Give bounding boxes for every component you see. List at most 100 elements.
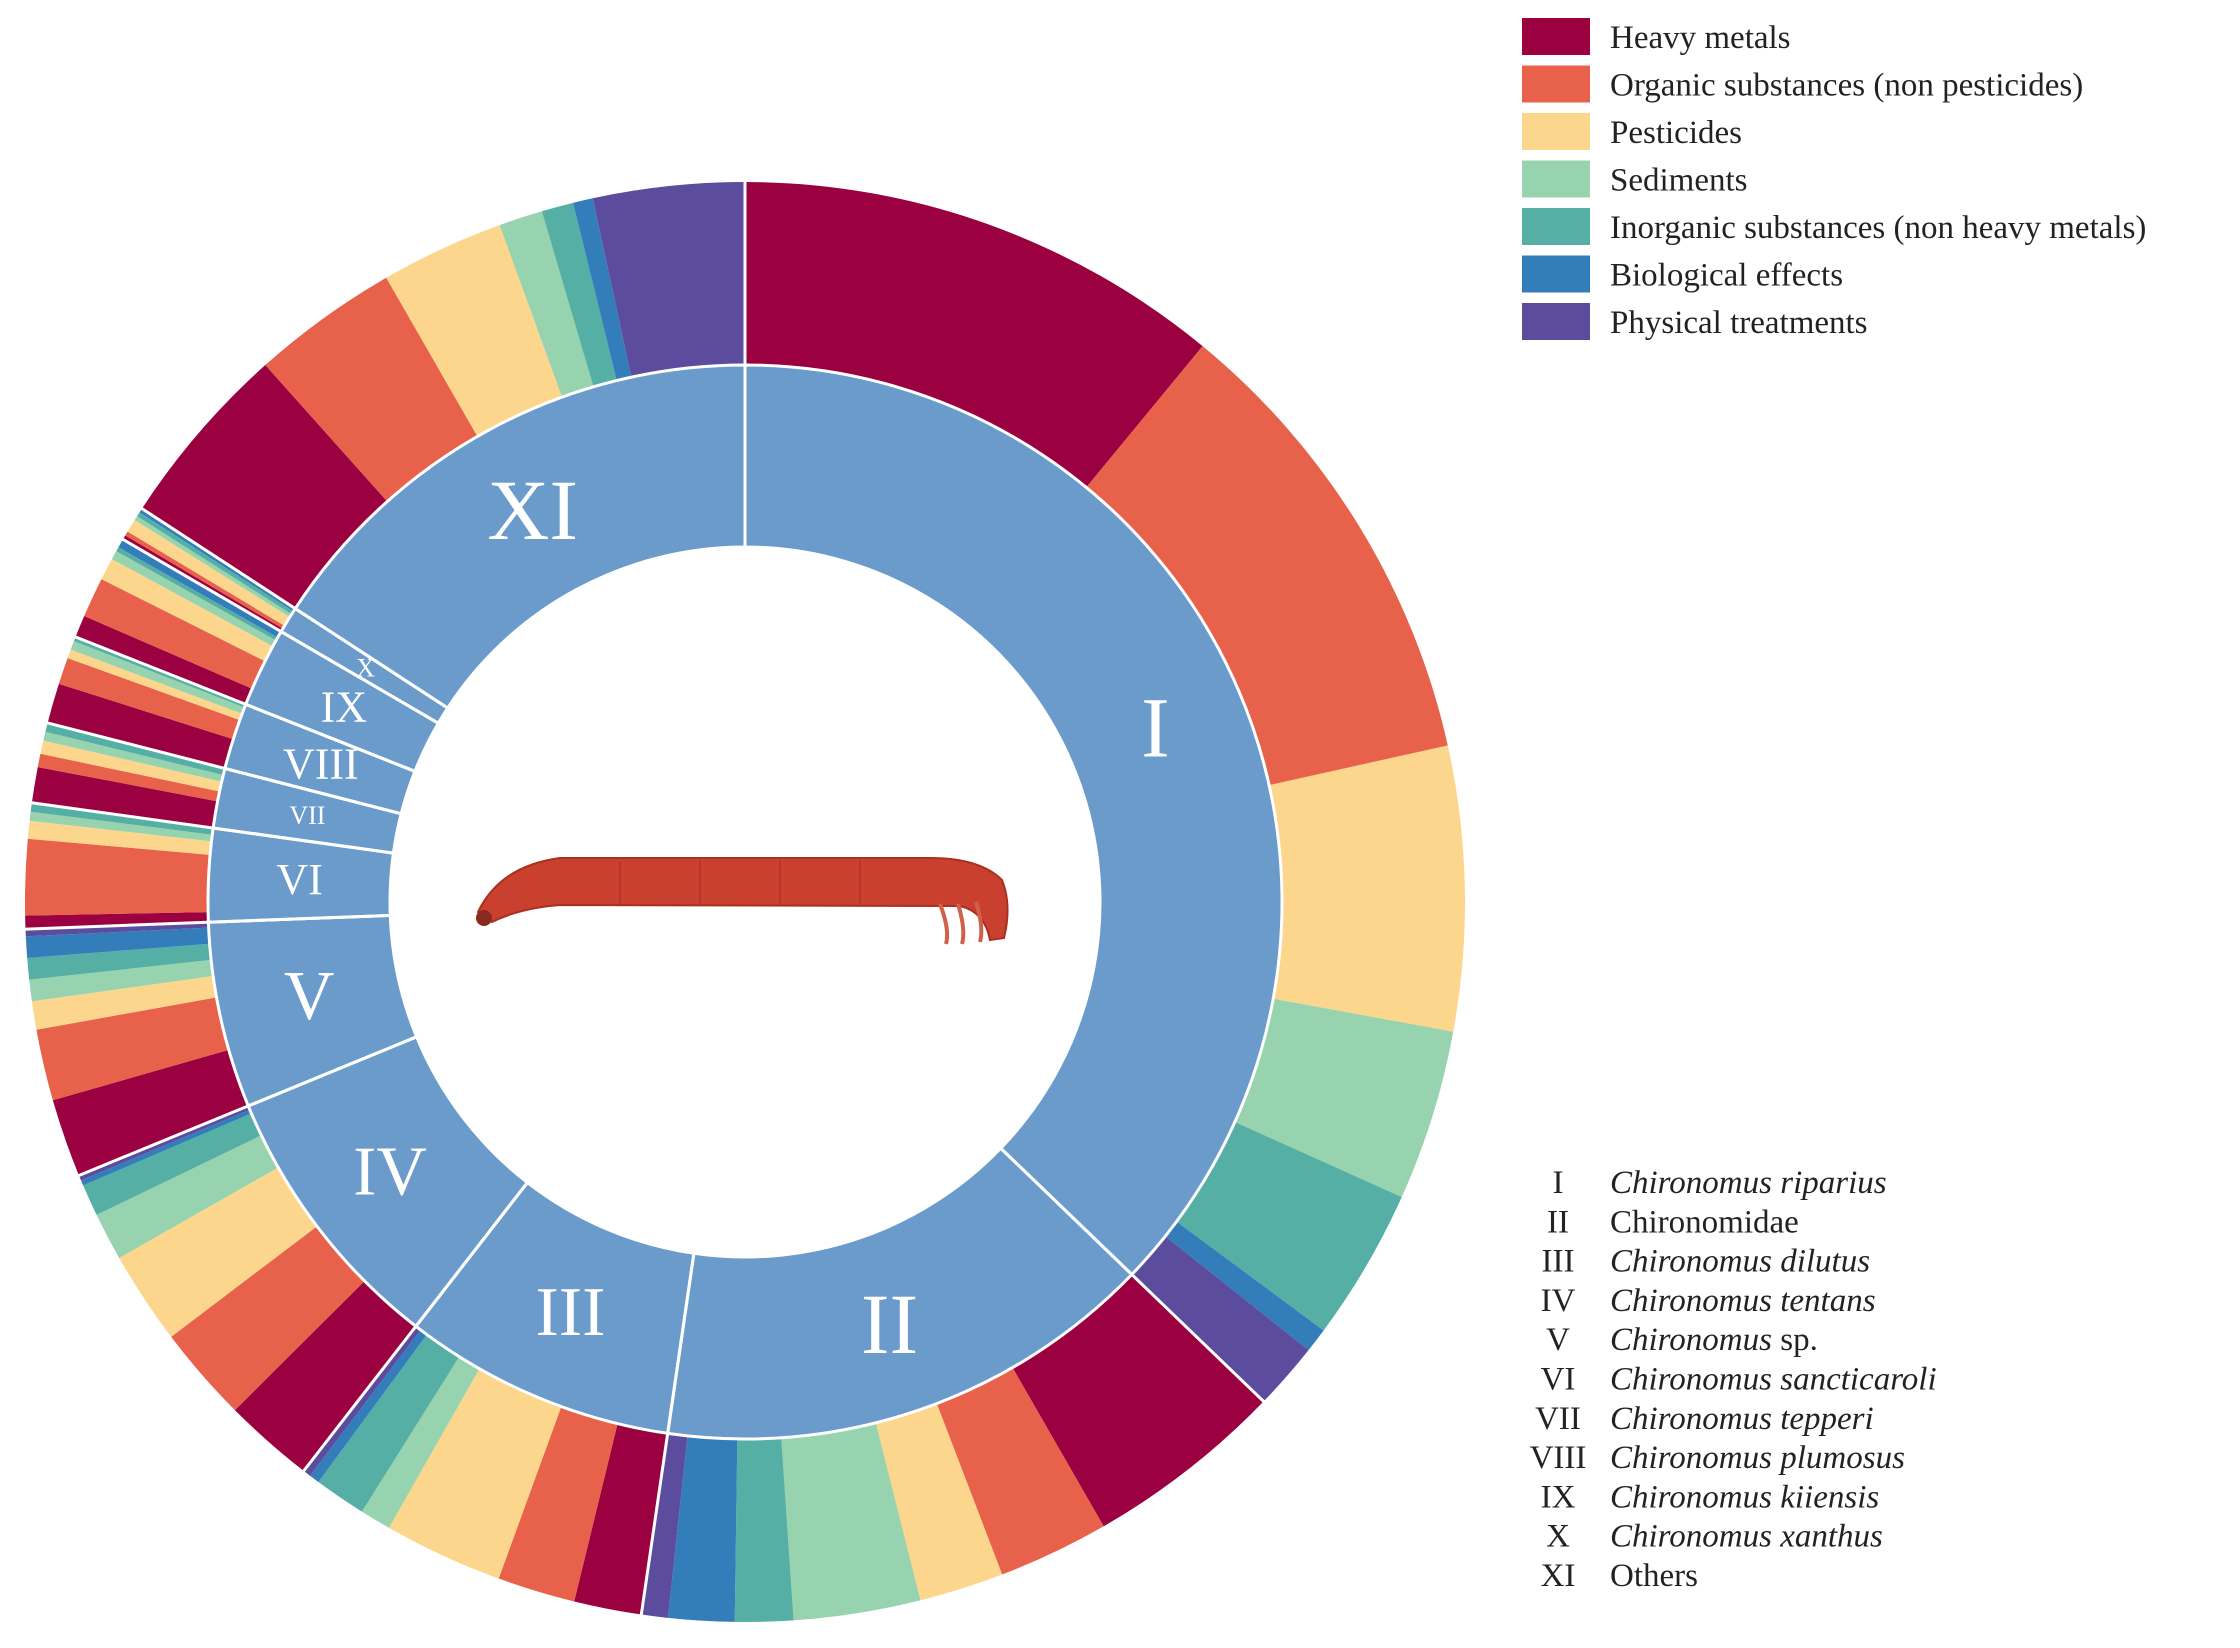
outer-segment-VIII-4	[70, 641, 245, 714]
group-separator-IX	[73, 634, 416, 773]
outer-segment-II-2	[936, 1367, 1104, 1575]
outer-segment-X-2	[125, 531, 285, 629]
outer-segment-VI-1	[25, 912, 209, 930]
legend: Heavy metals Organic substances (non pest…	[1522, 18, 2146, 341]
group-label-IX: IX	[321, 683, 367, 732]
species-key-num-VII: VII	[1535, 1401, 1581, 1437]
outer-segment-IV-6	[81, 1109, 252, 1186]
group-label-II: II	[861, 1276, 918, 1372]
legend-swatch-7	[1522, 303, 1590, 340]
outer-segment-VII-3	[40, 740, 222, 792]
outer-segment-X-6	[139, 508, 296, 612]
group-label-I: I	[1141, 679, 1170, 775]
outer-segment-II-1	[1012, 1274, 1264, 1527]
outer-segment-IX-6	[118, 539, 282, 638]
outer-segment-V-6	[25, 927, 210, 959]
species-key-num-IX: IX	[1541, 1479, 1576, 1515]
outer-segment-IX-3	[101, 559, 273, 662]
outer-segment-VII-4	[43, 731, 224, 782]
legend-label-5: Inorganic substances (non heavy metals)	[1610, 210, 2146, 246]
species-key-num-VIII: VIII	[1530, 1440, 1587, 1476]
outer-segment-IV-3	[119, 1167, 317, 1337]
group-separator-XI	[139, 506, 449, 710]
legend-label-2: Organic substances (non pesticides)	[1610, 68, 2083, 104]
outer-segment-X-5	[137, 512, 294, 615]
legend-swatch-5	[1522, 208, 1590, 245]
outer-segment-IV-1	[234, 1280, 416, 1471]
legend-swatch-6	[1522, 255, 1590, 293]
outer-segment-V-3	[31, 975, 217, 1030]
outer-segment-XI-5	[541, 202, 617, 387]
species-key-name-III: Chironomus dilutus	[1610, 1244, 1870, 1280]
outer-segment-X-4	[134, 516, 292, 618]
outer-segment-VI-2	[25, 838, 211, 916]
species-key-name-IV: Chironomus tentans	[1610, 1283, 1876, 1319]
group-separator-IV	[301, 1181, 529, 1474]
outer-segment-III-1	[574, 1423, 668, 1615]
group-separator-VIII	[45, 720, 402, 816]
outer-segment-VI-3	[27, 820, 212, 855]
inner-ring	[206, 363, 1284, 1441]
species-key-name-II: Chironomidae	[1610, 1204, 1799, 1240]
group-separator-II	[999, 1147, 1267, 1404]
species-key-num-V: V	[1546, 1322, 1570, 1358]
outer-segment-V-2	[36, 997, 229, 1101]
chironomid-larva-illustration	[476, 857, 1009, 945]
species-key-num-IV: IV	[1541, 1283, 1576, 1319]
outer-segment-I-4	[1234, 998, 1454, 1198]
outer-segment-XI-4	[499, 211, 594, 398]
group-separator-III	[639, 1253, 696, 1617]
group-label-IV: IV	[353, 1134, 427, 1211]
group-label-XI: XI	[487, 462, 578, 558]
outer-segment-V-5	[27, 943, 212, 980]
species-key-name-VII: Chironomus tepperi	[1610, 1401, 1874, 1437]
inner-segment-II	[665, 1146, 1134, 1441]
outer-segment-IV-5	[83, 1113, 262, 1215]
outer-segment-V-7	[25, 922, 209, 937]
group-label-VIII: VIII	[283, 740, 359, 789]
outer-segment-II-3	[875, 1403, 1003, 1601]
legend-label-4: Sediments	[1610, 163, 1748, 199]
outer-segment-IV-7	[78, 1105, 250, 1181]
outer-ring	[25, 182, 1466, 1622]
species-key-name-XI: Others	[1610, 1558, 1698, 1594]
inner-segment-XI	[293, 363, 747, 711]
outer-segment-III-7	[303, 1326, 421, 1476]
legend-label-3: Pesticides	[1610, 115, 1742, 151]
outer-segment-III-2	[498, 1406, 618, 1602]
outer-segment-I-1	[745, 182, 1203, 488]
outer-segment-VIII-1	[47, 683, 234, 769]
group-label-VII: VII	[289, 801, 325, 830]
species-key: I Chironomus riparius II Chironomidae III Chi…	[1530, 1165, 1937, 1594]
outer-segment-XI-3	[386, 225, 563, 437]
outer-segment-I-2	[1086, 346, 1448, 786]
group-label-X: X	[356, 653, 375, 682]
legend-swatch-2	[1522, 65, 1590, 103]
outer-segment-VII-5	[45, 722, 225, 776]
legend-label-7: Physical treatments	[1610, 305, 1868, 341]
outer-segment-IV-4	[96, 1135, 279, 1258]
species-key-num-X: X	[1546, 1519, 1570, 1555]
outer-segment-X-3	[127, 520, 290, 626]
species-key-name-X: Chironomus xanthus	[1610, 1519, 1883, 1555]
legend-swatch-3	[1522, 113, 1590, 150]
outer-segment-II-7	[641, 1433, 688, 1618]
outer-segment-VII-1	[31, 767, 218, 829]
outer-segment-II-5	[734, 1437, 794, 1622]
species-key-name-VI: Chironomus sancticaroli	[1610, 1362, 1937, 1398]
species-key-num-I: I	[1553, 1165, 1564, 1201]
legend-label-6: Biological effects	[1610, 258, 1843, 294]
outer-segment-IV-2	[171, 1226, 365, 1411]
outer-segment-XI-7	[592, 182, 745, 378]
outer-segment-XI-6	[573, 198, 632, 381]
outer-segment-III-6	[309, 1329, 427, 1483]
outer-segment-III-5	[318, 1334, 460, 1512]
inner-segment-I	[743, 363, 1284, 1277]
group-label-III: III	[535, 1274, 605, 1351]
outer-segment-IX-4	[111, 551, 277, 647]
outer-segment-VI-5	[30, 802, 214, 835]
outer-segment-I-6	[1165, 1221, 1324, 1351]
outer-segment-IX-5	[116, 547, 278, 641]
